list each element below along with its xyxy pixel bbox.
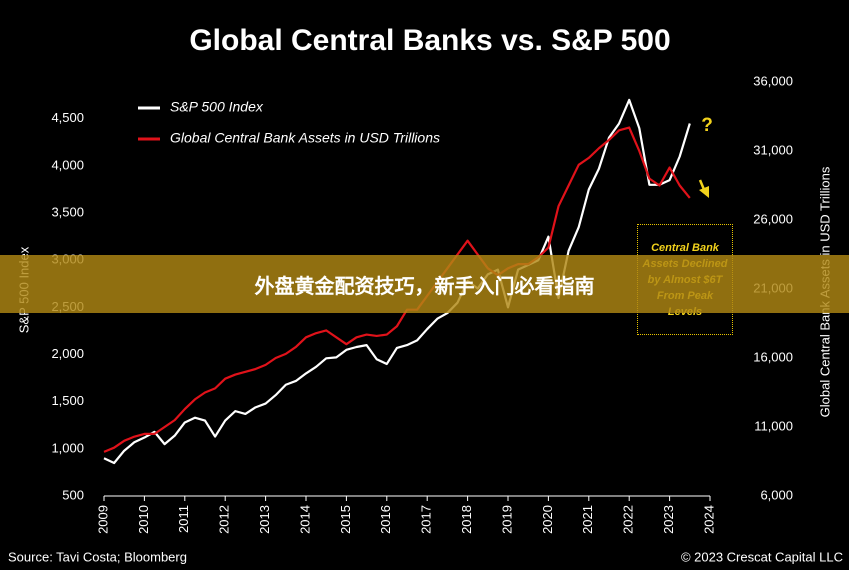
x-tick-label: 2013	[257, 505, 272, 534]
y2-tick-label: 16,000	[753, 349, 793, 364]
x-tick-label: 2015	[338, 505, 353, 534]
legend-label: Global Central Bank Assets in USD Trilli…	[170, 130, 440, 146]
source: Source: Tavi Costa; Bloomberg	[8, 549, 187, 564]
annotation-question: ?	[701, 115, 713, 136]
y-tick-label: 4,000	[51, 157, 84, 172]
chart-title: Global Central Banks vs. S&P 500	[189, 24, 670, 57]
annotation-arrow	[698, 179, 709, 198]
x-tick-label: 2021	[580, 505, 595, 534]
x-tick-label: 2012	[217, 505, 232, 534]
y-tick-label: 500	[62, 487, 84, 502]
arrow-head	[699, 186, 709, 198]
series-line	[103, 98, 691, 465]
y-tick-label: 2,000	[51, 346, 84, 361]
y-tick-label: 3,500	[51, 205, 84, 220]
x-tick-label: 2024	[701, 505, 716, 534]
x-tick-label: 2009	[95, 505, 110, 534]
x-tick-label: 2017	[419, 505, 434, 534]
legend-label: S&P 500 Index	[170, 99, 264, 115]
x-tick-label: 2010	[136, 505, 151, 534]
y-tick-label: 1,500	[51, 393, 84, 408]
x-tick-label: 2016	[378, 505, 393, 534]
x-tick-label: 2023	[661, 505, 676, 534]
x-tick-label: 2014	[297, 505, 312, 534]
x-tick-label: 2011	[176, 505, 191, 533]
series-line	[103, 126, 691, 453]
x-tick-label: 2020	[540, 505, 555, 534]
y2-tick-label: 31,000	[753, 142, 793, 157]
y2-tick-label: 26,000	[753, 211, 793, 226]
x-tick-label: 2019	[499, 505, 514, 534]
y2-tick-label: 6,000	[760, 487, 793, 502]
y-tick-label: 1,000	[51, 440, 84, 455]
x-tick-label: 2022	[621, 505, 636, 534]
y-tick-label: 4,500	[51, 110, 84, 125]
x-tick-label: 2018	[459, 505, 474, 534]
banner: 外盘黄金配资技巧，新手入门必看指南	[0, 255, 849, 313]
y2-tick-label: 11,000	[754, 418, 793, 433]
credit: © 2023 Crescat Capital LLC	[681, 549, 843, 564]
y2-tick-label: 36,000	[753, 73, 793, 88]
